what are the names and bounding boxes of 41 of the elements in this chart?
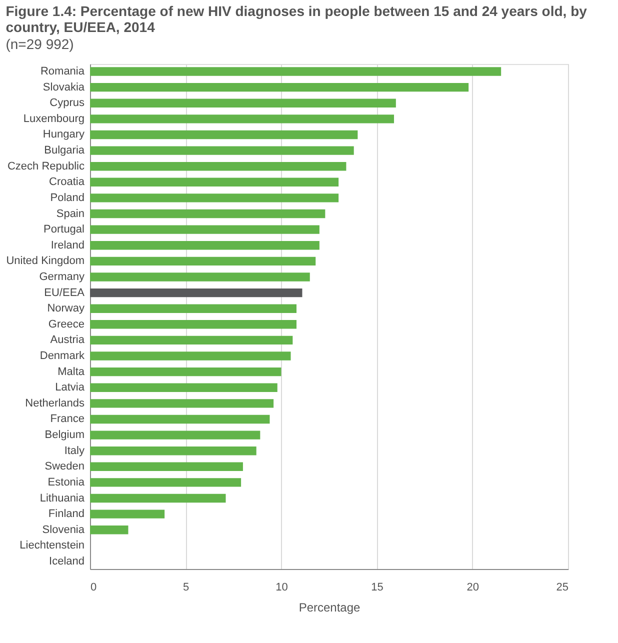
- y-tick-label: Czech Republic: [7, 160, 85, 172]
- x-tick-label: 15: [371, 582, 384, 594]
- y-tick-label: Germany: [39, 270, 85, 283]
- y-tick-label: Italy: [64, 444, 85, 457]
- x-tick-label: 20: [466, 582, 480, 594]
- y-tick-label: Malta: [58, 366, 86, 378]
- y-tick-label: Estonia: [48, 476, 86, 488]
- y-tick-label: Bulgaria: [44, 144, 86, 157]
- x-tick-label: 25: [556, 582, 568, 594]
- y-tick-label: Spain: [56, 208, 84, 220]
- y-tick-label: Ireland: [50, 239, 84, 252]
- y-tick-label: Denmark: [40, 350, 85, 362]
- y-tick-label: Greece: [48, 318, 84, 330]
- y-tick-label: Slovakia: [42, 81, 86, 94]
- y-tick-label: Finland: [48, 508, 84, 520]
- y-tick-label: United Kingdom: [6, 255, 84, 268]
- y-tick-label: Liechtenstein: [20, 540, 84, 552]
- y-tick-label: Portugal: [44, 224, 84, 236]
- y-tick-label: Croatia: [49, 176, 86, 188]
- y-tick-label: Slovenia: [42, 524, 86, 536]
- chart-subtitle: (n=29 992): [6, 36, 74, 52]
- y-tick-label: Netherlands: [25, 397, 85, 410]
- y-tick-label: Latvia: [55, 382, 86, 394]
- y-tick-label: Iceland: [49, 555, 84, 568]
- y-tick-label: France: [50, 413, 84, 426]
- x-tick-label: 5: [183, 582, 190, 594]
- y-tick-label: Poland: [50, 192, 84, 204]
- y-tick-label: Norway: [47, 302, 85, 315]
- y-tick-label: Belgium: [44, 429, 84, 442]
- y-tick-label: Sweden: [44, 460, 84, 473]
- y-tick-label: Luxembourg: [23, 112, 84, 125]
- y-tick-label: Cyprus: [50, 97, 85, 110]
- x-tick-label: 10: [276, 582, 288, 594]
- x-axis-title: Percentage: [298, 600, 361, 614]
- y-tick-label: Hungary: [42, 128, 85, 141]
- x-tick-label: 0: [90, 582, 97, 594]
- y-tick-label: Lithuania: [40, 492, 86, 504]
- y-tick-label: Romania: [40, 66, 86, 78]
- y-tick-label: Austria: [50, 334, 86, 346]
- y-tick-label: EU/EEA: [44, 286, 86, 299]
- chart-title: Figure 1.4: Percentage of new HIV diagnoses in people between 15 and 24 years old, by country, EU/EEA, 2014: [6, 3, 588, 35]
